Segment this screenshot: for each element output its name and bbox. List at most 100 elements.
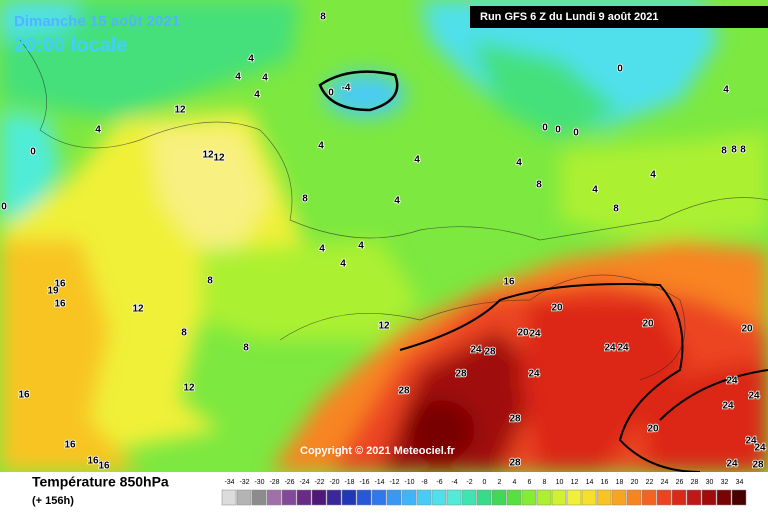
scale-label: -30	[254, 479, 264, 486]
scale-swatch	[266, 489, 282, 506]
contour-label: 8	[613, 204, 619, 215]
contour-label: 28	[752, 460, 764, 471]
contour-label: 4	[262, 73, 268, 84]
scale-label: -6	[436, 479, 442, 486]
scale-label: -18	[344, 479, 354, 486]
contour-label: 24	[726, 459, 738, 470]
contour-label: 8	[536, 180, 542, 191]
contour-label: 12	[202, 150, 214, 161]
scale-swatch	[221, 489, 237, 506]
contour-label: 20	[551, 303, 563, 314]
contour-label: 0	[617, 64, 623, 75]
contour-label: 16	[54, 299, 66, 310]
scale-label: -16	[359, 479, 369, 486]
scale-swatch	[371, 489, 387, 506]
scale-swatch	[416, 489, 432, 506]
contour-label: 28	[484, 347, 496, 358]
contour-label: 4	[650, 170, 656, 181]
scale-swatch	[491, 489, 507, 506]
contour-label: 8	[320, 12, 326, 23]
contour-label: 8	[181, 328, 187, 339]
contour-label: 12	[213, 153, 225, 164]
scale-label: 22	[646, 479, 654, 486]
contour-label: 8	[731, 145, 737, 156]
scale-label: -34	[224, 479, 234, 486]
contour-label: 20	[741, 324, 753, 335]
contour-label: 4	[358, 241, 364, 252]
scale-label: -8	[421, 479, 427, 486]
scale-swatch	[341, 489, 357, 506]
map-date: Dimanche 15 août 2021	[14, 13, 180, 30]
scale-label: -28	[269, 479, 279, 486]
contour-label: 24	[722, 401, 734, 412]
scale-swatch	[671, 489, 687, 506]
contour-label: 8	[302, 194, 308, 205]
contour-label: 0	[328, 88, 334, 99]
color-scale: -34 -32 -30 -28 -26 -24 -22 -20 -18 -16 -14 -12 -10-…	[221, 479, 747, 506]
scale-swatch	[551, 489, 567, 506]
scale-swatch	[461, 489, 477, 506]
contour-label: 20	[647, 424, 659, 435]
run-box	[470, 6, 768, 28]
scale-swatch	[476, 489, 492, 506]
map-time: 20:00 locale	[14, 34, 127, 56]
contour-label: 4	[254, 90, 260, 101]
scale-label: -26	[284, 479, 294, 486]
contour-label: 24	[528, 369, 540, 380]
scale-swatch	[356, 489, 372, 506]
contour-label: 0	[555, 125, 561, 136]
scale-label: 2	[498, 479, 502, 486]
scale-swatch	[566, 489, 582, 506]
contour-label: 16	[98, 461, 110, 472]
contour-label: 20	[517, 328, 529, 339]
contour-label: 24	[529, 329, 541, 340]
contour-label: 16	[18, 390, 30, 401]
scale-label: 32	[721, 479, 729, 486]
scale-swatch	[656, 489, 672, 506]
scale-swatch	[236, 489, 252, 506]
scale-label: -20	[329, 479, 339, 486]
contour-label: -4	[342, 83, 351, 94]
contour-label: 4	[235, 72, 241, 83]
temperature-field	[0, 0, 768, 472]
scale-label: -14	[374, 479, 384, 486]
scale-label: 16	[601, 479, 609, 486]
scale-label: 20	[631, 479, 639, 486]
contour-label: 28	[398, 386, 410, 397]
contour-label: 12	[183, 383, 195, 394]
scale-label: -4	[451, 479, 457, 486]
contour-label: 24	[748, 391, 760, 402]
scale-label: 18	[616, 479, 624, 486]
lead-time: (+ 156h)	[32, 495, 74, 507]
scale-label: -24	[299, 479, 309, 486]
scale-label: 6	[528, 479, 532, 486]
scale-swatch	[311, 489, 327, 506]
scale-swatch	[446, 489, 462, 506]
contour-label: 24	[604, 343, 616, 354]
scale-swatch	[701, 489, 717, 506]
contour-label: 4	[248, 54, 254, 65]
scale-swatch	[626, 489, 642, 506]
scale-swatch	[641, 489, 657, 506]
contour-label: 8	[243, 343, 249, 354]
scale-swatch	[326, 489, 342, 506]
contour-label: 16	[503, 277, 515, 288]
copyright: Copyright © 2021 Meteociel.fr	[300, 445, 456, 457]
scale-label: 28	[691, 479, 699, 486]
contour-label: 4	[318, 141, 324, 152]
contour-label: 4	[516, 158, 522, 169]
contour-label: 4	[319, 244, 325, 255]
contour-label: 24	[754, 443, 766, 454]
contour-label: 12	[174, 105, 186, 116]
contour-label: 24	[745, 436, 757, 447]
contour-label: 4	[414, 155, 420, 166]
scale-label: -22	[314, 479, 324, 486]
scale-swatch	[596, 489, 612, 506]
scale-label: 4	[513, 479, 517, 486]
scale-label: -2	[466, 479, 472, 486]
scale-label: -10	[404, 479, 414, 486]
contour-label: 20	[642, 319, 654, 330]
contour-label: 8	[740, 145, 746, 156]
contour-label: 28	[509, 414, 521, 425]
